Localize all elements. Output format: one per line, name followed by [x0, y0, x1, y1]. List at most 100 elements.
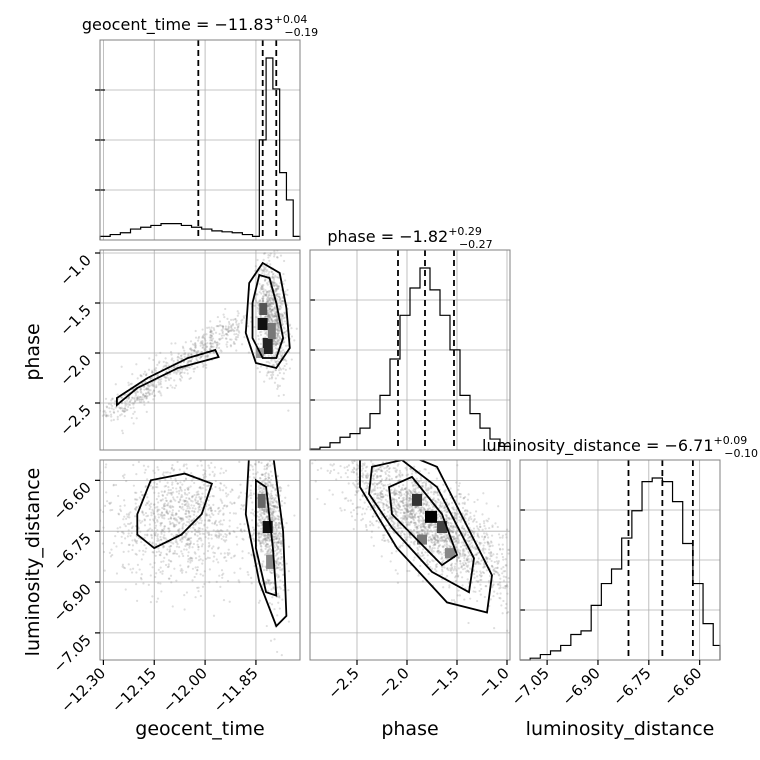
panel-phase-vs-geocent-time-sample-0 — [144, 395, 147, 398]
panel-phase-vs-geocent-time-sample-1 — [282, 358, 286, 361]
panel-luminosity-distance-vs-geocent-time-sample-1 — [279, 562, 282, 565]
panel-luminosity-distance-vs-phase-sample-0 — [409, 495, 413, 498]
panel-luminosity-distance-vs-geocent-time-sample-1 — [274, 532, 277, 535]
panel-phase-vs-geocent-time-sample-1 — [261, 269, 264, 272]
panel-phase-vs-geocent-time-sample-0 — [139, 374, 142, 378]
panel-luminosity-distance-vs-geocent-time-sample-0 — [161, 511, 164, 514]
panel-luminosity-distance-vs-phase-sample-0 — [468, 540, 471, 543]
panel-luminosity-distance-vs-phase-sample-0 — [391, 516, 394, 519]
panel-luminosity-distance-vs-geocent-time-sample-1 — [276, 545, 279, 548]
panel-luminosity-distance-vs-geocent-time-sample-0 — [144, 503, 147, 507]
panel-luminosity-distance-vs-geocent-time-sample-1 — [272, 514, 275, 517]
panel-luminosity-distance-vs-geocent-time-sample-0 — [229, 490, 232, 493]
panel-phase-vs-geocent-time-sample-0 — [166, 386, 169, 390]
panel-luminosity-distance-vs-geocent-time-sample-0 — [120, 541, 123, 545]
panel-luminosity-distance-vs-phase-sample-0 — [423, 531, 426, 534]
panel-phase-vs-geocent-time-sample-1 — [272, 342, 275, 345]
panel-phase-vs-geocent-time-sample-1 — [270, 309, 274, 312]
panel-phase-vs-geocent-time-sample-1 — [271, 308, 274, 312]
panel-luminosity-distance-vs-phase-sample-0 — [374, 469, 377, 472]
panel-luminosity-distance-vs-geocent-time-sample-1 — [282, 588, 285, 592]
panel-luminosity-distance-vs-geocent-time-sample-0 — [230, 502, 234, 505]
panel-phase-vs-geocent-time-sample-1 — [277, 335, 280, 338]
panel-luminosity-distance-vs-geocent-time-sample-0 — [207, 519, 210, 522]
panel-luminosity-distance-vs-phase-sample-0 — [361, 480, 364, 483]
panel-phase-vs-geocent-time-sample-1 — [271, 273, 275, 276]
panel-luminosity-distance-vs-geocent-time-sample-1 — [272, 541, 276, 544]
panel-luminosity-distance-vs-geocent-time-sample-0 — [187, 497, 191, 500]
panel-luminosity-distance-vs-geocent-time-sample-0 — [216, 507, 220, 510]
panel-luminosity-distance-vs-geocent-time-sample-0 — [156, 533, 159, 536]
panel-phase-vs-geocent-time-sample-0 — [136, 397, 139, 400]
panel-phase-vs-geocent-time-sample-1 — [272, 302, 275, 305]
panel-luminosity-distance-vs-phase-sample-0 — [429, 547, 432, 550]
panel-luminosity-distance-vs-phase-sample-0 — [316, 468, 319, 472]
panel-luminosity-distance-vs-geocent-time-sample-1 — [272, 508, 276, 511]
panel-phase-vs-geocent-time-sample-0 — [151, 371, 154, 374]
panel-luminosity-distance-vs-phase-sample-0 — [458, 553, 461, 556]
panel-luminosity-distance-vs-geocent-time-sample-0 — [197, 586, 200, 589]
panel-luminosity-distance-vs-geocent-time-sample-0 — [155, 498, 158, 501]
panel-luminosity-distance-vs-geocent-time-sample-0 — [161, 473, 164, 476]
panel-luminosity-distance-vs-geocent-time-sample-1 — [271, 496, 275, 500]
panel-luminosity-distance-vs-geocent-time-sample-0 — [207, 545, 210, 548]
panel-luminosity-distance-vs-phase-sample-0 — [492, 583, 495, 586]
panel-luminosity-distance-vs-geocent-time-sample-0 — [230, 556, 233, 559]
panel-luminosity-distance-vs-geocent-time-sample-1 — [271, 474, 274, 478]
panel-luminosity-distance-vs-geocent-time-sample-1 — [257, 515, 261, 519]
panel-luminosity-distance-vs-phase-sample-0 — [449, 525, 452, 528]
panel-phase-vs-geocent-time-sample-1 — [269, 370, 272, 374]
panel-luminosity-distance-vs-geocent-time-sample-0 — [156, 539, 159, 542]
panel-luminosity-distance-vs-geocent-time-sample-0 — [233, 554, 237, 557]
panel-luminosity-distance-vs-phase-sample-0 — [364, 523, 368, 527]
panel-luminosity-distance-vs-geocent-time-sample-0 — [187, 557, 190, 561]
panel-phase-vs-geocent-time-sample-0 — [145, 410, 148, 414]
panel-luminosity-distance-vs-phase-sample-0 — [417, 506, 421, 509]
panel-luminosity-distance-vs-phase-sample-0 — [431, 538, 434, 541]
panel-phase-vs-geocent-time-sample-0 — [164, 376, 167, 380]
panel-luminosity-distance-vs-phase-sample-0 — [377, 501, 381, 504]
panel-luminosity-distance-vs-phase-sample-0 — [373, 489, 377, 492]
panel-luminosity-distance-vs-phase-sample-0 — [506, 585, 509, 588]
panel-luminosity-distance-vs-phase-sample-0 — [385, 504, 388, 507]
panel-luminosity-distance-vs-phase-sample-0 — [403, 515, 407, 519]
panel-luminosity-distance-vs-phase-sample-0 — [411, 485, 415, 488]
panel-luminosity-distance-vs-phase-sample-0 — [398, 493, 401, 496]
panel-luminosity-distance-vs-phase-sample-0 — [418, 512, 421, 515]
panel-luminosity-distance-vs-geocent-time-sample-1 — [263, 518, 266, 522]
panel-phase-vs-geocent-time-sample-0 — [142, 394, 145, 397]
panel-luminosity-distance-vs-geocent-time-sample-0 — [210, 509, 213, 512]
panel-luminosity-distance-vs-geocent-time-sample-0 — [196, 502, 200, 506]
panel-luminosity-distance-vs-geocent-time-sample-0 — [102, 550, 106, 554]
panel-luminosity-distance-vs-geocent-time-sample-0 — [228, 525, 231, 528]
panel-phase-vs-geocent-time-sample-1 — [262, 295, 265, 298]
panel-luminosity-distance-vs-geocent-time-sample-1 — [267, 545, 270, 548]
panel-phase-vs-geocent-time-sample-1 — [276, 319, 279, 323]
panel-luminosity-distance-vs-geocent-time-sample-1 — [257, 534, 260, 537]
panel-phase-vs-geocent-time-sample-0 — [236, 314, 239, 317]
panel-phase-vs-geocent-time-sample-0 — [194, 345, 197, 348]
panel-luminosity-distance-vs-phase-sample-0 — [421, 485, 424, 488]
panel-phase-vs-geocent-time-sample-1 — [254, 265, 257, 268]
panel-luminosity-distance-vs-phase-sample-0 — [405, 517, 408, 520]
panel-phase-vs-geocent-time-sample-1 — [281, 315, 284, 318]
panel-luminosity-distance-vs-phase-sample-0 — [437, 552, 441, 555]
panel-luminosity-distance-vs-phase-sample-0 — [464, 530, 467, 533]
panel-luminosity-distance-vs-geocent-time-sample-1 — [263, 472, 267, 476]
panel-luminosity-distance-vs-phase-sample-0 — [439, 502, 442, 505]
panel-luminosity-distance-vs-geocent-time-sample-0 — [199, 498, 202, 501]
panel-phase-vs-geocent-time-sample-1 — [268, 254, 272, 257]
panel-luminosity-distance-vs-geocent-time-sample-0 — [138, 568, 141, 571]
panel-luminosity-distance-vs-phase-sample-0 — [384, 498, 387, 501]
panel-luminosity-distance-vs-geocent-time-sample-1 — [260, 540, 263, 543]
panel-luminosity-distance-vs-geocent-time-sample-0 — [231, 489, 234, 492]
panel-luminosity-distance-vs-geocent-time-sample-0 — [179, 569, 182, 572]
panel-luminosity-distance-vs-phase-sample-0 — [364, 491, 368, 494]
panel-luminosity-distance-vs-phase-sample-0 — [389, 560, 392, 563]
panel-luminosity-distance-vs-geocent-time-sample-1 — [267, 579, 270, 583]
panel-phase-vs-geocent-time-sample-0 — [140, 391, 143, 394]
panel-luminosity-distance-vs-geocent-time-sample-0 — [195, 491, 198, 494]
panel-phase-vs-geocent-time-sample-0 — [174, 371, 177, 374]
panel-phase-vs-geocent-time-sample-0 — [179, 371, 182, 374]
panel-luminosity-distance-vs-phase-sample-0 — [457, 484, 461, 488]
